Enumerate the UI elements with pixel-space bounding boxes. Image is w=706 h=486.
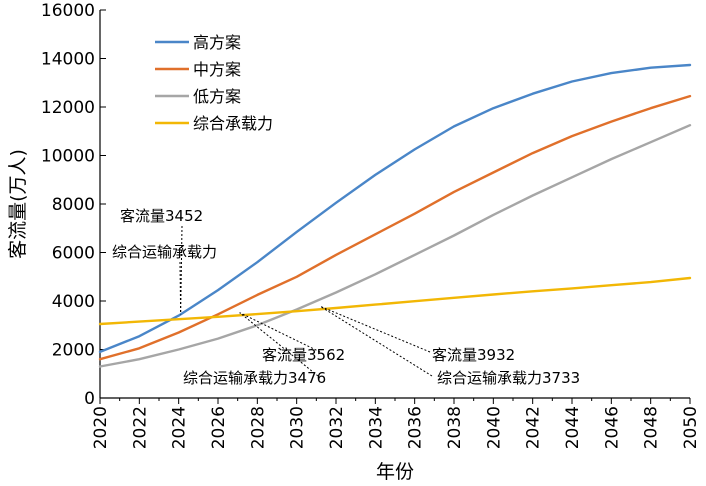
x-tick-label: 2020 [91, 406, 111, 449]
legend-label: 高方案 [193, 33, 241, 52]
annotation-leader [239, 312, 321, 353]
y-tick-label: 12000 [41, 98, 95, 118]
x-tick-label: 2022 [130, 406, 150, 449]
y-tick-label: 16000 [41, 1, 95, 21]
annotation-label: 客流量3932 [432, 346, 515, 364]
legend-label: 中方案 [193, 60, 241, 79]
annotation-label: 综合运输承载力 [112, 243, 217, 261]
y-tick-label: 6000 [52, 244, 95, 264]
annotation-leader [320, 305, 433, 377]
x-tick-label: 2040 [484, 406, 504, 449]
x-tick-label: 2044 [563, 406, 583, 449]
series-line-4 [98, 276, 692, 326]
x-tick-label: 2048 [642, 406, 662, 449]
x-tick-label: 2038 [445, 406, 465, 449]
annotation-label: 综合运输承载力3476 [183, 369, 326, 387]
x-tick-label: 2050 [681, 406, 701, 449]
y-tick-label: 8000 [52, 195, 95, 215]
x-tick-label: 2024 [170, 406, 190, 449]
y-tick-label: 0 [84, 389, 95, 409]
annotation-label: 综合运输承载力3733 [437, 369, 580, 387]
annotation-leader [180, 225, 183, 315]
annotation-label: 客流量3452 [120, 207, 203, 225]
annotation-leader [239, 312, 319, 377]
x-tick-label: 2030 [288, 406, 308, 449]
x-tick-label: 2046 [602, 406, 622, 449]
y-tick-label: 14000 [41, 50, 95, 70]
x-tick-label: 2042 [524, 406, 544, 449]
series-line-2 [98, 94, 692, 361]
x-tick-label: 2026 [209, 406, 229, 449]
annotation-label: 客流量3562 [262, 346, 345, 364]
series-line-3 [98, 123, 692, 368]
x-axis-title: 年份 [376, 461, 414, 483]
legend-label: 综合承载力 [193, 114, 273, 133]
y-tick-label: 10000 [41, 147, 95, 167]
y-tick-label: 4000 [52, 292, 95, 312]
x-tick-label: 2028 [248, 406, 268, 449]
y-axis-title: 客流量(万人) [7, 149, 29, 259]
x-tick-label: 2032 [327, 406, 347, 449]
annotation-leader [179, 261, 182, 315]
y-tick-label: 2000 [52, 341, 95, 361]
legend-label: 低方案 [193, 87, 241, 106]
x-tick-label: 2034 [366, 406, 386, 449]
x-tick-label: 2036 [406, 406, 426, 449]
series-line-1 [98, 63, 692, 354]
